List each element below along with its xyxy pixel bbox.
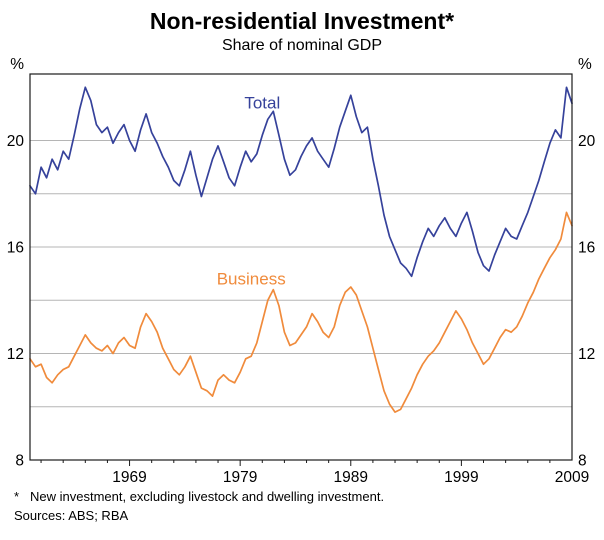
x-tick-label: 1979 xyxy=(223,469,257,486)
footnote-marker: * xyxy=(14,489,20,504)
percent-label-right: % xyxy=(578,56,592,73)
chart-subtitle: Share of nominal GDP xyxy=(221,37,383,54)
footnote-text: New investment, excluding livestock and … xyxy=(30,489,385,504)
y-tick-label-left: 12 xyxy=(7,346,24,363)
x-tick-label: 1989 xyxy=(334,469,368,486)
chart-title: Non-residential Investment* xyxy=(149,8,455,34)
percent-label-left: % xyxy=(10,56,24,73)
business-label: Business xyxy=(217,269,286,288)
chart-area: 1969 1979 1989 1999 2009 8 8 12 12 16 16 20 20%% Tota… xyxy=(0,56,604,486)
chart-frame xyxy=(29,73,573,461)
y-tick-label-right: 12 xyxy=(578,346,595,363)
y-tick-label-right: 8 xyxy=(578,453,587,470)
footnote: * New investment, excluding livestock an… xyxy=(0,488,604,505)
x-tick-label: 1969 xyxy=(112,469,146,486)
y-tick-label-left: 20 xyxy=(7,133,25,150)
y-tick-label-right: 20 xyxy=(578,133,596,150)
business-line xyxy=(29,211,573,413)
total-line xyxy=(29,86,573,278)
x-tick-label: 2009 xyxy=(555,469,589,486)
x-tick-label: 1999 xyxy=(444,469,478,486)
total-label: Total xyxy=(244,94,280,113)
y-tick-label-left: 16 xyxy=(7,240,24,257)
sources-line: Sources: ABS; RBA xyxy=(14,508,129,523)
y-tick-label-left: 8 xyxy=(15,453,24,470)
y-tick-label-right: 16 xyxy=(578,240,595,257)
